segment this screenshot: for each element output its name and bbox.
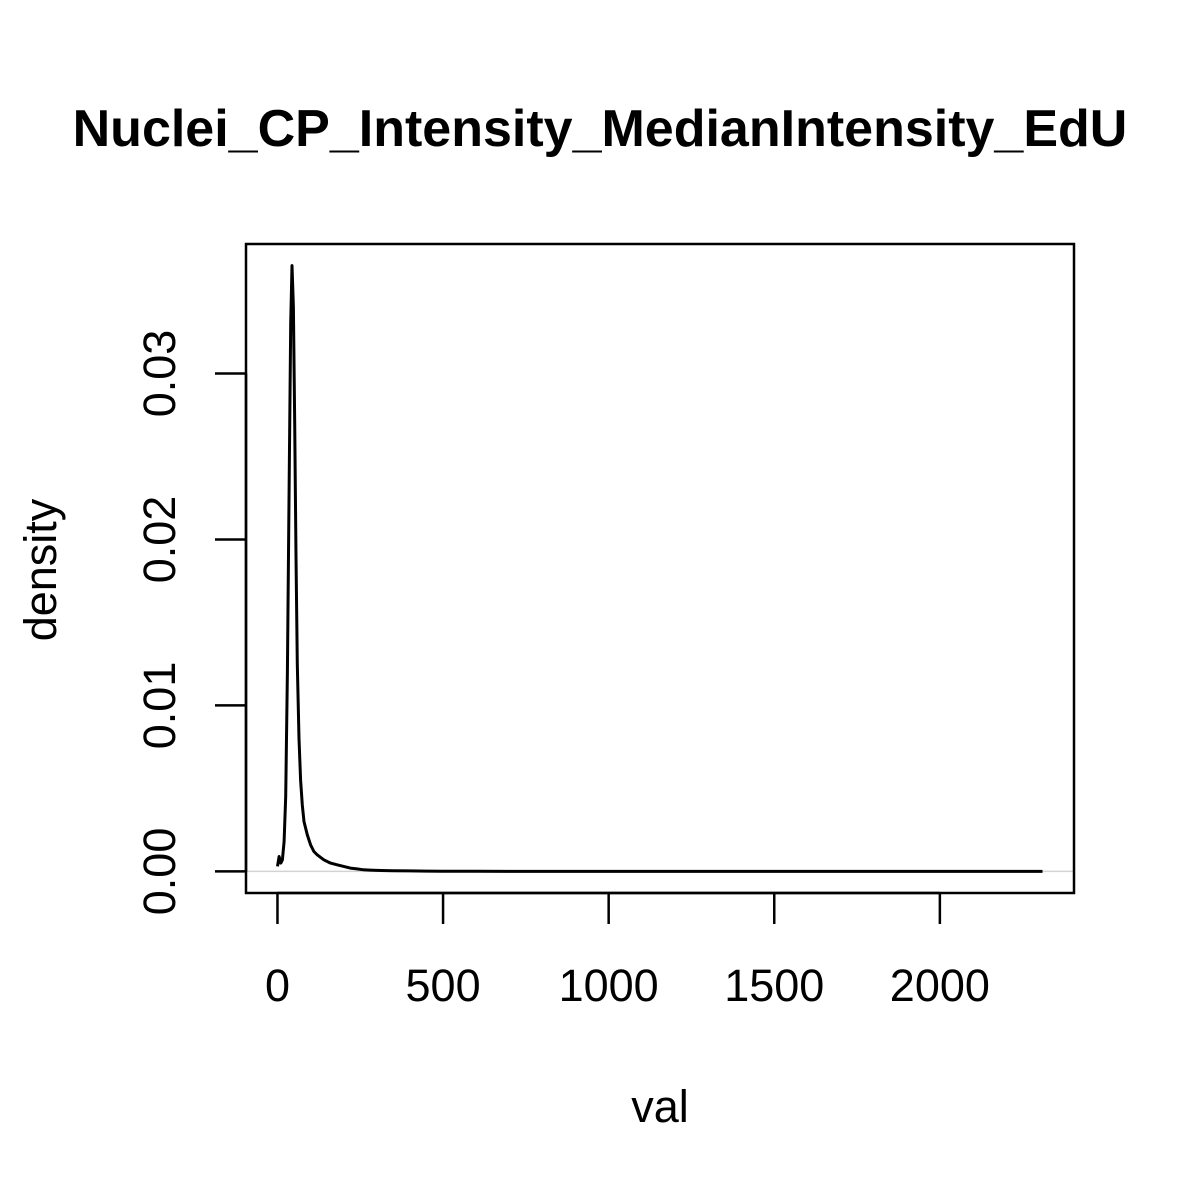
x-axis-label: val <box>631 1081 689 1132</box>
y-tick-label: 0.03 <box>134 330 185 418</box>
x-tick-label: 2000 <box>890 960 990 1011</box>
y-axis: 0.00 0.01 0.02 0.03 <box>134 330 248 916</box>
x-tick-label: 0 <box>265 960 290 1011</box>
x-tick-label: 500 <box>406 960 481 1011</box>
y-tick-label: 0.01 <box>134 662 185 750</box>
x-axis: 0 500 1000 1500 2000 <box>265 891 990 1011</box>
y-tick-label: 0.00 <box>134 828 185 916</box>
y-axis-label: density <box>15 498 66 641</box>
chart-title: Nuclei_CP_Intensity_MedianIntensity_EdU <box>73 100 1128 158</box>
density-curve <box>276 264 1043 873</box>
y-tick-label: 0.02 <box>134 496 185 584</box>
x-tick-label: 1500 <box>724 960 824 1011</box>
plot-frame <box>244 242 1076 895</box>
x-tick-label: 1000 <box>559 960 659 1011</box>
